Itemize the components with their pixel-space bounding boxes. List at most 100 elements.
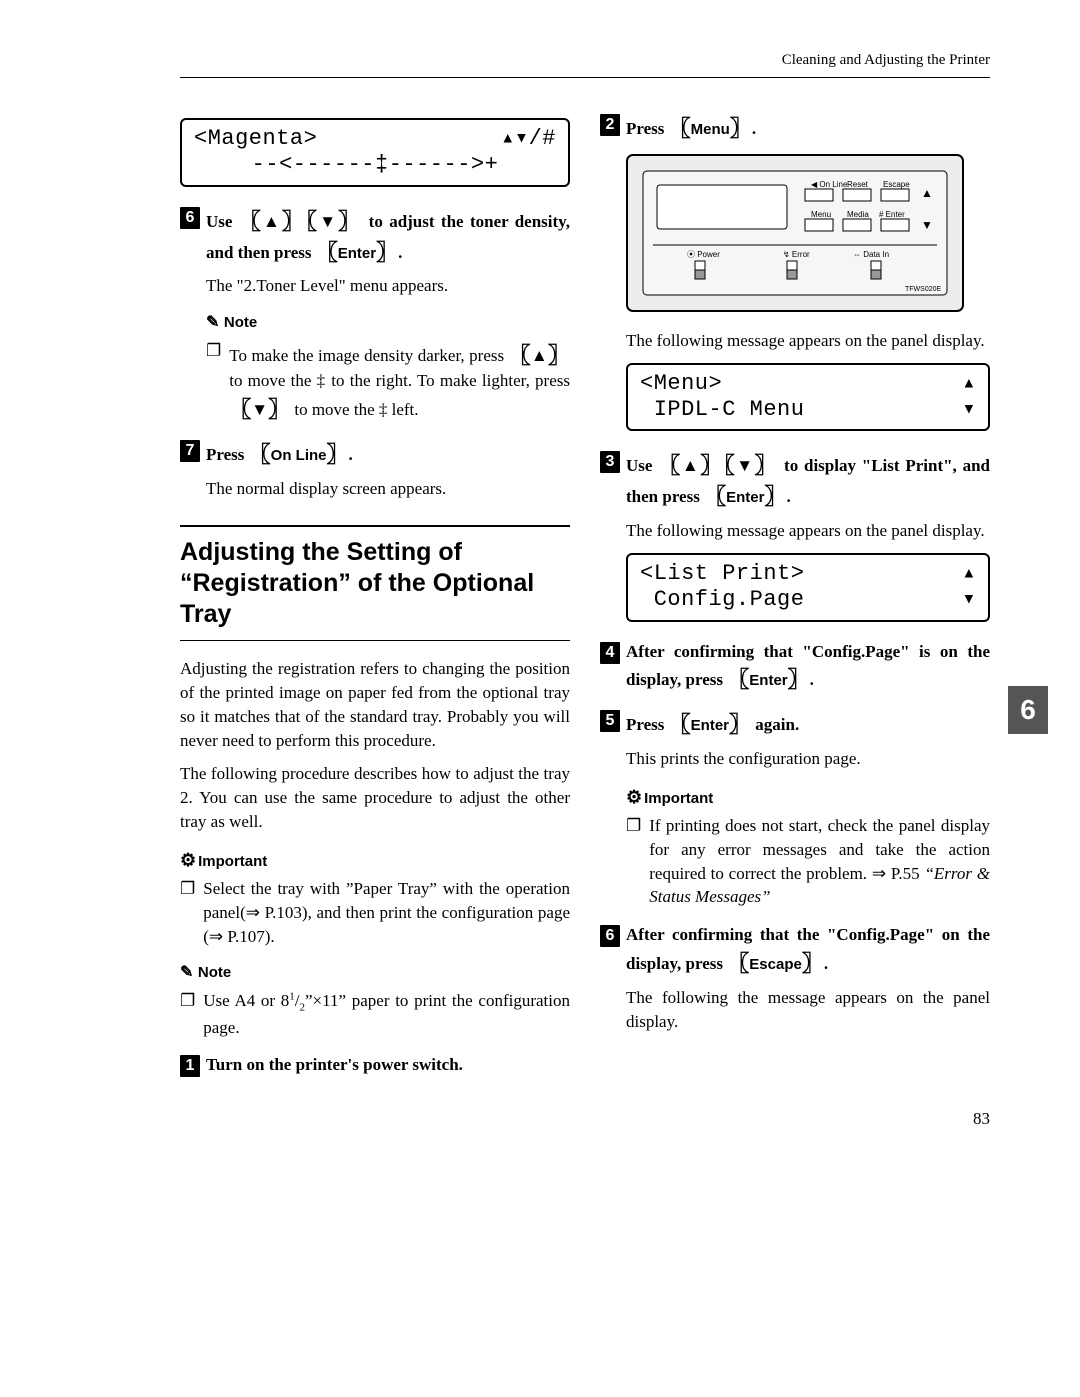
step-number-icon: 6 bbox=[180, 207, 200, 229]
follow-text: This prints the configuration page. bbox=[626, 747, 990, 771]
lcd-text: ▴ bbox=[962, 371, 976, 397]
step-4: 4 After confirming that "Config.Page" is… bbox=[600, 640, 990, 695]
label-escape: Escape bbox=[883, 180, 910, 189]
label-power: ⦿ Power bbox=[687, 250, 720, 259]
lcd-text: <Menu> bbox=[640, 371, 722, 397]
text: To make the image density darker, press bbox=[229, 346, 508, 365]
step-number-icon: 6 bbox=[600, 925, 620, 947]
label-enter: # Enter bbox=[879, 210, 905, 219]
text: Press bbox=[626, 715, 669, 734]
important-heading: Important bbox=[626, 785, 990, 810]
step-body: Use 〖▲〗〖▼〗 to adjust the toner density, … bbox=[206, 205, 570, 267]
lcd-text: ▴▾/# bbox=[501, 126, 556, 152]
left-column: <Magenta> ▴▾/# --<------‡------>+ 6 Use … bbox=[180, 108, 570, 1077]
page-number: 83 bbox=[180, 1107, 990, 1131]
step-body: Use 〖▲〗〖▼〗 to display "List Print", and … bbox=[626, 449, 990, 511]
label-menu: Menu bbox=[811, 210, 831, 219]
step-body: After confirming that "Config.Page" is o… bbox=[626, 640, 990, 695]
important-bullet: ❐ Select the tray with ”Paper Tray” with… bbox=[180, 877, 570, 948]
lcd-text: --<------‡------>+ bbox=[252, 152, 499, 178]
step-2: 2 Press 〖Menu〗. bbox=[600, 112, 990, 143]
enter-key: Enter bbox=[338, 245, 376, 262]
page-header: Cleaning and Adjusting the Printer bbox=[180, 50, 990, 78]
bullet-text: To make the image density darker, press … bbox=[229, 339, 570, 424]
lcd-menu: <Menu> ▴ IPDL-C Menu ▾ bbox=[626, 363, 990, 432]
lcd-text: ▾ bbox=[962, 587, 976, 613]
step-body: After confirming that the "Config.Page" … bbox=[626, 923, 990, 978]
step-body: Press 〖Enter〗 again. bbox=[626, 708, 990, 739]
note-heading: Note bbox=[206, 312, 570, 334]
follow-text: The "2.Toner Level" menu appears. bbox=[206, 274, 570, 298]
note-bullet: ❐ To make the image density darker, pres… bbox=[206, 339, 570, 424]
step-3: 3 Use 〖▲〗〖▼〗 to display "List Print", an… bbox=[600, 449, 990, 511]
step-number-icon: 7 bbox=[180, 440, 200, 462]
note-bullet: ❐ Use A4 or 81/2”×11” paper to print the… bbox=[180, 989, 570, 1040]
text: Use bbox=[206, 212, 239, 231]
lcd-list: <List Print> ▴ Config.Page ▾ bbox=[626, 553, 990, 622]
escape-key: Escape bbox=[749, 956, 802, 973]
lcd-text: IPDL-C Menu bbox=[640, 397, 804, 423]
follow-text: The following message appears on the pan… bbox=[626, 329, 990, 353]
step-7-left: 7 Press 〖On Line〗. bbox=[180, 438, 570, 469]
follow-text: The normal display screen appears. bbox=[206, 477, 570, 501]
bullet-icon: ❐ bbox=[626, 814, 641, 909]
enter-key: Enter bbox=[749, 672, 787, 689]
bullet-icon: ❐ bbox=[180, 877, 195, 948]
step-number-icon: 3 bbox=[600, 451, 620, 473]
enter-key: Enter bbox=[691, 717, 729, 734]
printer-panel-illustration: ◀ On Line Reset Escape ▲ Menu Media # En… bbox=[625, 153, 965, 313]
label-datain: ⇔ Data In bbox=[853, 250, 889, 259]
text: Press bbox=[626, 119, 669, 138]
lcd-magenta: <Magenta> ▴▾/# --<------‡------>+ bbox=[180, 118, 570, 187]
text: Turn on the printer's power switch. bbox=[206, 1055, 463, 1074]
label-media: Media bbox=[847, 210, 869, 219]
paragraph: The following procedure describes how to… bbox=[180, 762, 570, 833]
menu-key: Menu bbox=[691, 121, 730, 138]
lcd-text: <Magenta> bbox=[194, 126, 317, 152]
lcd-text: <List Print> bbox=[640, 561, 804, 587]
section-title: Adjusting the Setting of “Registration” … bbox=[180, 525, 570, 642]
text: Use A4 or 8 bbox=[203, 991, 289, 1010]
chapter-tab: 6 bbox=[1008, 686, 1048, 734]
content-columns: <Magenta> ▴▾/# --<------‡------>+ 6 Use … bbox=[180, 108, 990, 1077]
text: to move the ‡ to the right. To make ligh… bbox=[229, 371, 570, 390]
text: again. bbox=[751, 715, 799, 734]
enter-key: Enter bbox=[726, 489, 764, 506]
follow-text: The following message appears on the pan… bbox=[626, 519, 990, 543]
note-heading: Note bbox=[180, 962, 570, 984]
step-body: Press 〖Menu〗. bbox=[626, 112, 990, 143]
step-6-left: 6 Use 〖▲〗〖▼〗 to adjust the toner density… bbox=[180, 205, 570, 267]
text: Use bbox=[626, 456, 658, 475]
step-body: Turn on the printer's power switch. bbox=[206, 1053, 570, 1077]
step-number-icon: 2 bbox=[600, 114, 620, 136]
important-bullet: ❐ If printing does not start, check the … bbox=[626, 814, 990, 909]
bullet-text: If printing does not start, check the pa… bbox=[649, 814, 990, 909]
lcd-text: ▴ bbox=[962, 561, 976, 587]
follow-text: The following the message appears on the… bbox=[626, 986, 990, 1034]
label-reset: Reset bbox=[847, 180, 869, 189]
step-number-icon: 1 bbox=[180, 1055, 200, 1077]
step-5: 5 Press 〖Enter〗 again. bbox=[600, 708, 990, 739]
text: to move the ‡ left. bbox=[290, 400, 418, 419]
text: Press bbox=[206, 445, 249, 464]
online-key: On Line bbox=[271, 447, 327, 464]
down-arrow-icon: ▼ bbox=[921, 218, 933, 232]
label-error: ↯ Error bbox=[783, 250, 810, 259]
lcd-text: Config.Page bbox=[640, 587, 804, 613]
paragraph: Adjusting the registration refers to cha… bbox=[180, 657, 570, 752]
step-body: Press 〖On Line〗. bbox=[206, 438, 570, 469]
bullet-text: Use A4 or 81/2”×11” paper to print the c… bbox=[203, 989, 570, 1040]
step-number-icon: 4 bbox=[600, 642, 620, 664]
up-arrow-icon: ▲ bbox=[921, 186, 933, 200]
step-1: 1 Turn on the printer's power switch. bbox=[180, 1053, 570, 1077]
step-6-right: 6 After confirming that the "Config.Page… bbox=[600, 923, 990, 978]
bullet-icon: ❐ bbox=[206, 339, 221, 424]
bullet-text: Select the tray with ”Paper Tray” with t… bbox=[203, 877, 570, 948]
bullet-icon: ❐ bbox=[180, 989, 195, 1040]
step-number-icon: 5 bbox=[600, 710, 620, 732]
lcd-text: ▾ bbox=[962, 397, 976, 423]
important-heading: Important bbox=[180, 848, 570, 873]
right-column: 2 Press 〖Menu〗. ◀ On Line Reset Escape ▲… bbox=[600, 108, 990, 1077]
panel-id: TFWS020E bbox=[905, 286, 942, 293]
label-online: ◀ On Line bbox=[811, 180, 848, 189]
